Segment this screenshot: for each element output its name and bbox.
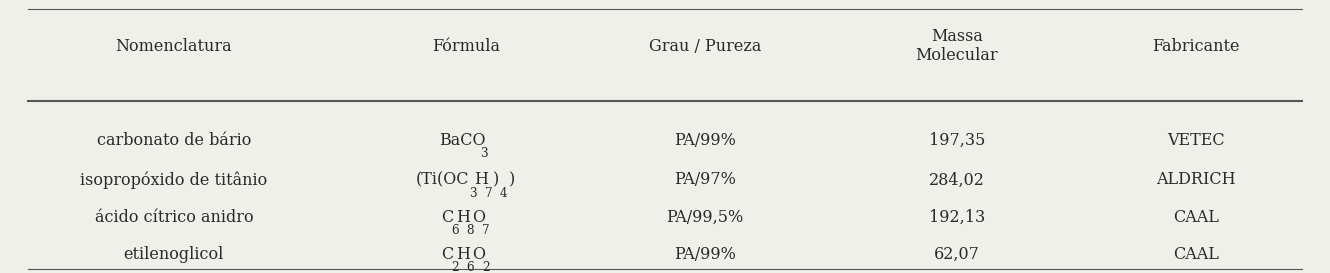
Text: 62,07: 62,07 xyxy=(934,246,980,263)
Text: CAAL: CAAL xyxy=(1173,246,1218,263)
Text: 3: 3 xyxy=(480,147,488,160)
Text: O: O xyxy=(472,209,484,225)
Text: 4: 4 xyxy=(500,187,508,200)
Text: VETEC: VETEC xyxy=(1168,132,1225,149)
Text: C: C xyxy=(442,209,454,225)
Text: 6: 6 xyxy=(467,262,475,273)
Text: Fabricante: Fabricante xyxy=(1152,37,1240,55)
Text: ): ) xyxy=(493,171,499,188)
Text: ): ) xyxy=(508,171,515,188)
Text: 3: 3 xyxy=(469,187,477,200)
Text: Massa
Molecular: Massa Molecular xyxy=(915,28,999,64)
Text: Fórmula: Fórmula xyxy=(432,37,500,55)
Text: 8: 8 xyxy=(467,224,475,237)
Text: 197,35: 197,35 xyxy=(928,132,986,149)
Text: 2: 2 xyxy=(451,262,459,273)
Text: 284,02: 284,02 xyxy=(930,171,986,188)
Text: PA/99,5%: PA/99,5% xyxy=(666,209,743,225)
Text: H: H xyxy=(473,171,488,188)
Text: (Ti(OC: (Ti(OC xyxy=(416,171,469,188)
Text: O: O xyxy=(472,246,484,263)
Text: ácido cítrico anidro: ácido cítrico anidro xyxy=(94,209,253,225)
Text: Nomenclatura: Nomenclatura xyxy=(116,37,233,55)
Text: Grau / Pureza: Grau / Pureza xyxy=(649,37,761,55)
Text: PA/99%: PA/99% xyxy=(674,132,735,149)
Text: 192,13: 192,13 xyxy=(928,209,986,225)
Text: BaCO: BaCO xyxy=(439,132,485,149)
Text: ALDRICH: ALDRICH xyxy=(1156,171,1236,188)
Text: carbonato de bário: carbonato de bário xyxy=(97,132,251,149)
Text: PA/99%: PA/99% xyxy=(674,246,735,263)
Text: isopropóxido de titânio: isopropóxido de titânio xyxy=(80,171,267,189)
Text: etilenoglicol: etilenoglicol xyxy=(124,246,225,263)
Text: PA/97%: PA/97% xyxy=(674,171,735,188)
Text: H: H xyxy=(456,246,469,263)
Text: 7: 7 xyxy=(481,224,489,237)
Text: CAAL: CAAL xyxy=(1173,209,1218,225)
Text: C: C xyxy=(442,246,454,263)
Text: H: H xyxy=(456,209,469,225)
Text: 6: 6 xyxy=(451,224,459,237)
Text: 2: 2 xyxy=(481,262,489,273)
Text: 7: 7 xyxy=(484,187,492,200)
